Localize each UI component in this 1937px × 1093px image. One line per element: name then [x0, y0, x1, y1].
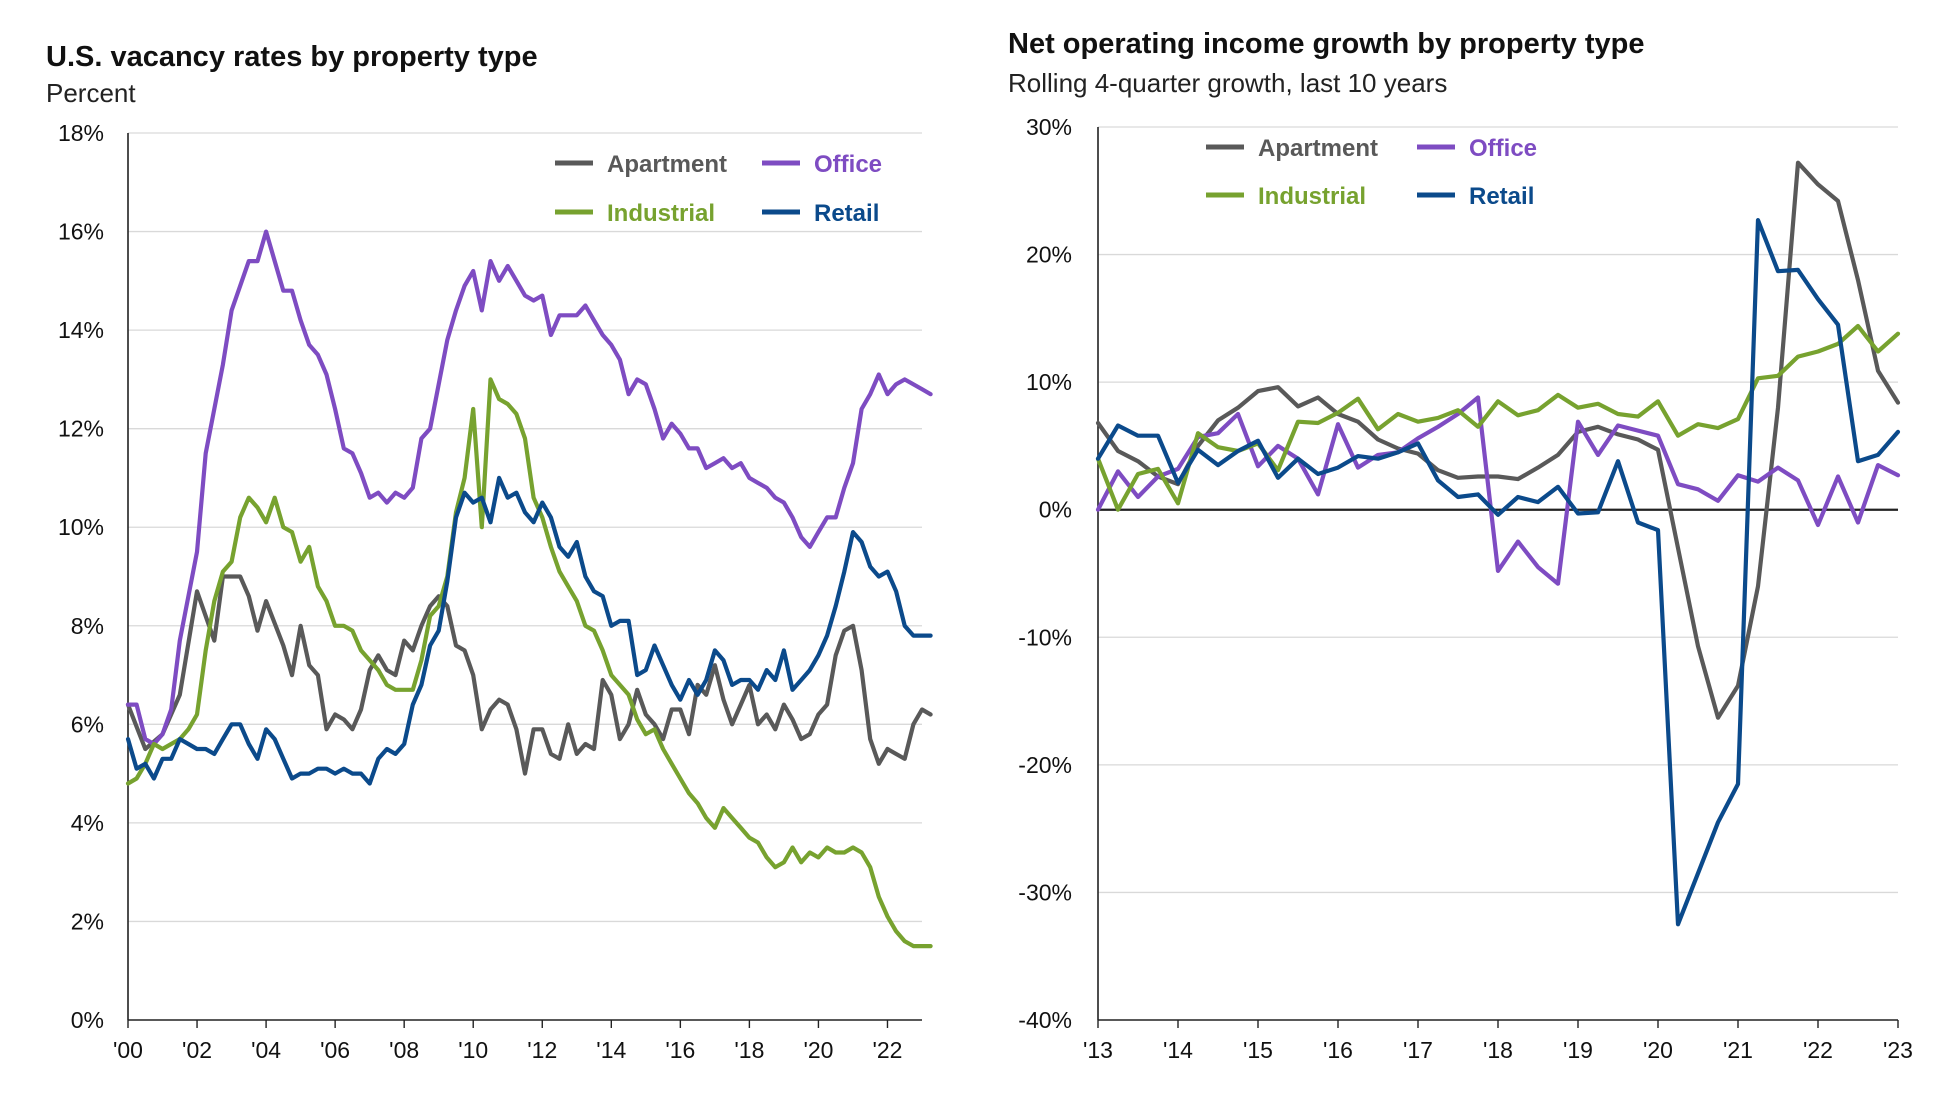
y-tick-label: 6% [71, 711, 104, 737]
y-tick-label: -30% [1018, 879, 1072, 905]
y-tick-label: 10% [1026, 369, 1072, 395]
x-tick-label: '14 [1163, 1037, 1193, 1063]
vacancy-series-apartment-line [125, 574, 933, 776]
x-tick-label: '16 [665, 1037, 695, 1063]
x-tick-label: '20 [803, 1037, 833, 1063]
y-tick-label: 20% [1026, 242, 1072, 268]
x-tick-label: '14 [596, 1037, 626, 1063]
x-tick-label: '04 [251, 1037, 281, 1063]
y-tick-label: 18% [58, 120, 104, 146]
x-tick-label: '08 [389, 1037, 419, 1063]
noi-legend-label-retail: Retail [1469, 183, 1534, 210]
noi-series-office-line [1095, 395, 1901, 586]
noi-chart-title: Net operating income growth by property … [1008, 28, 1645, 60]
vacancy-legend-label-retail: Retail [814, 200, 879, 227]
vacancy-legend-label-industrial: Industrial [607, 200, 715, 227]
y-tick-label: -40% [1018, 1007, 1072, 1033]
y-tick-label: 10% [58, 514, 104, 540]
noi-chart-subtitle: Rolling 4-quarter growth, last 10 years [1008, 68, 1448, 98]
noi-series-industrial-line [1095, 323, 1901, 512]
x-tick-label: '16 [1323, 1037, 1353, 1063]
y-tick-label: 0% [71, 1007, 104, 1033]
vacancy-chart-plot: 0% 2% 4% 6% 8% 10% 12% 14% 16% 18% '00 '02 '04 '06 '08… [58, 120, 933, 1063]
x-tick-label: '17 [1403, 1037, 1433, 1063]
noi-legend-label-industrial: Industrial [1258, 183, 1366, 210]
y-tick-label: 2% [71, 908, 104, 934]
x-tick-label: '21 [1723, 1037, 1753, 1063]
y-tick-label: 8% [71, 613, 104, 639]
x-tick-label: '22 [872, 1037, 902, 1063]
x-tick-label: '00 [113, 1037, 143, 1063]
y-tick-label: -20% [1018, 752, 1072, 778]
x-tick-label: '02 [182, 1037, 212, 1063]
x-tick-label: '23 [1883, 1037, 1913, 1063]
vacancy-chart-subtitle: Percent [46, 78, 136, 108]
x-tick-label: '06 [320, 1037, 350, 1063]
y-tick-label: 4% [71, 810, 104, 836]
x-tick-label: '12 [527, 1037, 557, 1063]
noi-series-apartment-line [1095, 160, 1901, 720]
y-tick-label: 16% [58, 219, 104, 245]
noi-growth-chart-panel: Net operating income growth by property … [960, 0, 1937, 1093]
vacancy-series-retail-line [125, 475, 933, 786]
y-tick-label: 14% [58, 317, 104, 343]
noi-chart-plot: -40% -30% -20% -10% 0% 10% 20% 30% '13 '14 '15 '16 '… [1018, 114, 1913, 1063]
vacancy-chart-title: U.S. vacancy rates by property type [46, 41, 538, 73]
y-tick-label: 12% [58, 416, 104, 442]
x-tick-label: '18 [734, 1037, 764, 1063]
x-tick-label: '10 [458, 1037, 488, 1063]
x-tick-label: '18 [1483, 1037, 1513, 1063]
x-tick-label: '22 [1803, 1037, 1833, 1063]
x-tick-label: '15 [1243, 1037, 1273, 1063]
noi-series-retail-line [1095, 218, 1901, 927]
vacancy-rates-chart-panel: U.S. vacancy rates by property type Perc… [0, 0, 960, 1093]
x-tick-label: '19 [1563, 1037, 1593, 1063]
x-tick-label: '20 [1643, 1037, 1673, 1063]
vacancy-legend-label-apartment: Apartment [607, 151, 727, 178]
vacancy-series-industrial-line [125, 377, 933, 949]
noi-legend-label-apartment: Apartment [1258, 135, 1378, 162]
noi-legend-label-office: Office [1469, 135, 1537, 162]
y-tick-label: -10% [1018, 624, 1072, 650]
x-tick-label: '13 [1083, 1037, 1113, 1063]
y-tick-label: 30% [1026, 114, 1072, 140]
vacancy-series-office-line [125, 229, 933, 747]
y-tick-label: 0% [1039, 497, 1072, 523]
vacancy-legend-label-office: Office [814, 151, 882, 178]
